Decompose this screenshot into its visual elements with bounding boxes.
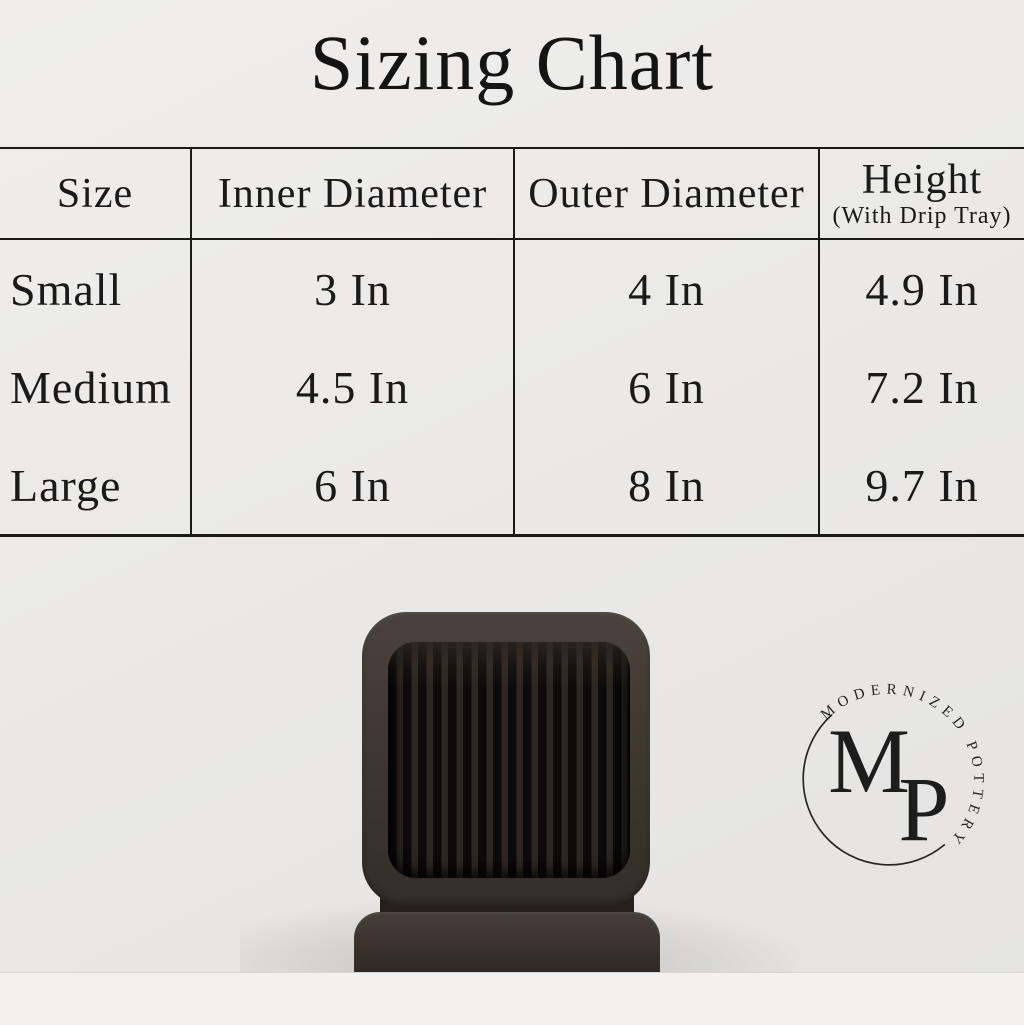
row-medium-inner-diameter: 4.5 In: [192, 338, 515, 436]
header-cell-outer-diameter: Outer Diameter: [515, 149, 820, 240]
row-small-outer-diameter: 4 In: [515, 240, 820, 338]
logo-monogram-p: P: [898, 758, 949, 860]
row-large-size: Large: [0, 436, 192, 534]
brand-logo: MODERNIZED POTTERY M P: [789, 679, 989, 879]
header-cell-size: Size: [0, 149, 192, 240]
table-surface-edge: [0, 972, 1024, 1025]
row-small-inner-diameter: 3 In: [192, 240, 515, 338]
brand-logo-svg: MODERNIZED POTTERY M P: [802, 682, 982, 866]
planter-window-glare: [388, 642, 630, 688]
header-height-label: Height: [861, 157, 983, 203]
row-medium-height: 7.2 In: [865, 361, 979, 413]
header-cell-height: Height (With Drip Tray): [820, 149, 1024, 240]
row-small-size: Small: [0, 240, 192, 338]
sizing-table: Size Inner Diameter Outer Diameter Heigh…: [0, 147, 1024, 537]
row-large-inner-diameter: 6 In: [192, 436, 515, 534]
row-large-outer-diameter: 8 In: [515, 436, 820, 534]
planter-drip-tray: [354, 912, 660, 982]
logo-monogram-m: M: [828, 710, 910, 812]
planter-photo: [362, 612, 650, 906]
row-large-height: 9.7 In: [865, 459, 979, 511]
row-small-height: 4.9 In: [865, 263, 979, 315]
logo-ring-arc: [802, 714, 946, 866]
page-title: Sizing Chart: [309, 19, 715, 106]
planter-slats-window: [388, 642, 630, 878]
header-height-note: (With Drip Tray): [832, 203, 1012, 229]
row-medium-size: Medium: [0, 338, 192, 436]
header-cell-inner-diameter: Inner Diameter: [192, 149, 515, 240]
row-medium-outer-diameter: 6 In: [515, 338, 820, 436]
